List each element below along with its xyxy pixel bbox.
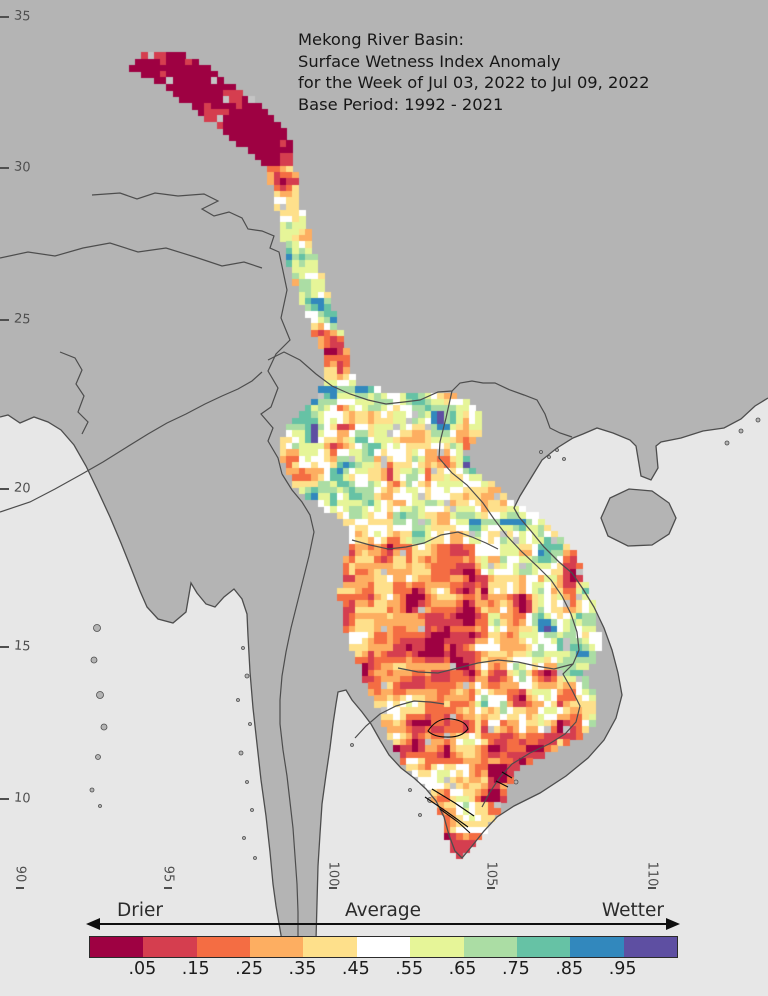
title-line-2: Surface Wetness Index Anomaly: [298, 51, 561, 71]
colorbar-tick-.75: .75: [501, 959, 530, 979]
title-line-1: Mekong River Basin:: [298, 30, 465, 49]
tick-dash: [0, 167, 9, 169]
tick-dash: [164, 887, 172, 889]
title-block: Mekong River Basin: Surface Wetness Inde…: [298, 29, 649, 115]
colorbar-tick-.95: .95: [608, 959, 637, 979]
arrow-left-icon: [86, 918, 100, 930]
longitude-label: 110: [644, 861, 660, 887]
colorbar-swatch-2: [196, 937, 251, 957]
colorbar-tick-.35: .35: [288, 959, 317, 979]
hainan-coastline: [600, 488, 677, 547]
title-line-3: for the Week of Jul 03, 2022 to Jul 09, …: [298, 73, 650, 93]
colorbar-tick-.85: .85: [555, 959, 584, 979]
tick-dash: [329, 887, 337, 889]
colorbar-tick-labels: .05 .15 .25 .35 .45 .55 .65 .75 .85 .95: [89, 959, 676, 983]
colorbar-swatch-9: [570, 937, 624, 957]
average-label: Average: [345, 900, 421, 921]
colorbar-tick-.65: .65: [448, 959, 477, 979]
colorbar: [89, 936, 678, 958]
colorbar-tick-.55: .55: [395, 959, 424, 979]
arrow-right-icon: [666, 918, 680, 930]
colorbar-tick-.05: .05: [128, 959, 157, 979]
coastline: [0, 397, 768, 942]
colorbar-arrow: Drier Average Wetter: [86, 900, 680, 930]
longitude-label: 105: [483, 861, 499, 887]
country-borders: [0, 192, 581, 938]
colorbar-swatch-10: [623, 937, 677, 957]
latitude-label: 15: [13, 638, 32, 655]
latitude-label: 20: [13, 480, 32, 497]
title-line-4: Base Period: 1992 - 2021: [298, 94, 504, 114]
tick-dash: [648, 887, 656, 889]
colorbar-swatch-6: [410, 937, 464, 957]
delta-river-channels: [424, 771, 513, 834]
tick-dash: [0, 488, 9, 490]
tick-dash: [487, 887, 495, 889]
tonle-sap-lake: [427, 718, 469, 738]
colorbar-swatch-8: [516, 937, 571, 957]
longitude-label: 90: [12, 865, 28, 883]
longitude-label: 95: [160, 865, 176, 883]
colorbar-tick-.25: .25: [235, 959, 263, 979]
tick-dash: [0, 646, 9, 648]
colorbar-tick-.15: .15: [181, 959, 210, 979]
tick-dash: [0, 319, 9, 321]
drier-label: Drier: [117, 900, 163, 921]
tick-dash: [0, 16, 9, 18]
colorbar-arrow-line: [89, 923, 677, 925]
tick-dash: [16, 887, 24, 889]
colorbar-swatch-3: [250, 937, 304, 957]
longitude-label: 100: [325, 861, 341, 887]
latitude-label: 30: [13, 159, 32, 176]
colorbar-swatch-7: [463, 937, 517, 957]
latitude-label: 35: [13, 8, 32, 25]
colorbar-swatch-4: [303, 937, 357, 957]
latitude-label: 25: [13, 311, 32, 328]
colorbar-swatch-5: [356, 937, 411, 957]
colorbar-swatch-0: [90, 937, 144, 957]
latitude-label: 10: [13, 790, 32, 807]
wetter-label: Wetter: [601, 900, 664, 921]
colorbar-tick-.45: .45: [341, 959, 370, 979]
colorbar-swatch-1: [143, 937, 197, 957]
tick-dash: [0, 798, 9, 800]
